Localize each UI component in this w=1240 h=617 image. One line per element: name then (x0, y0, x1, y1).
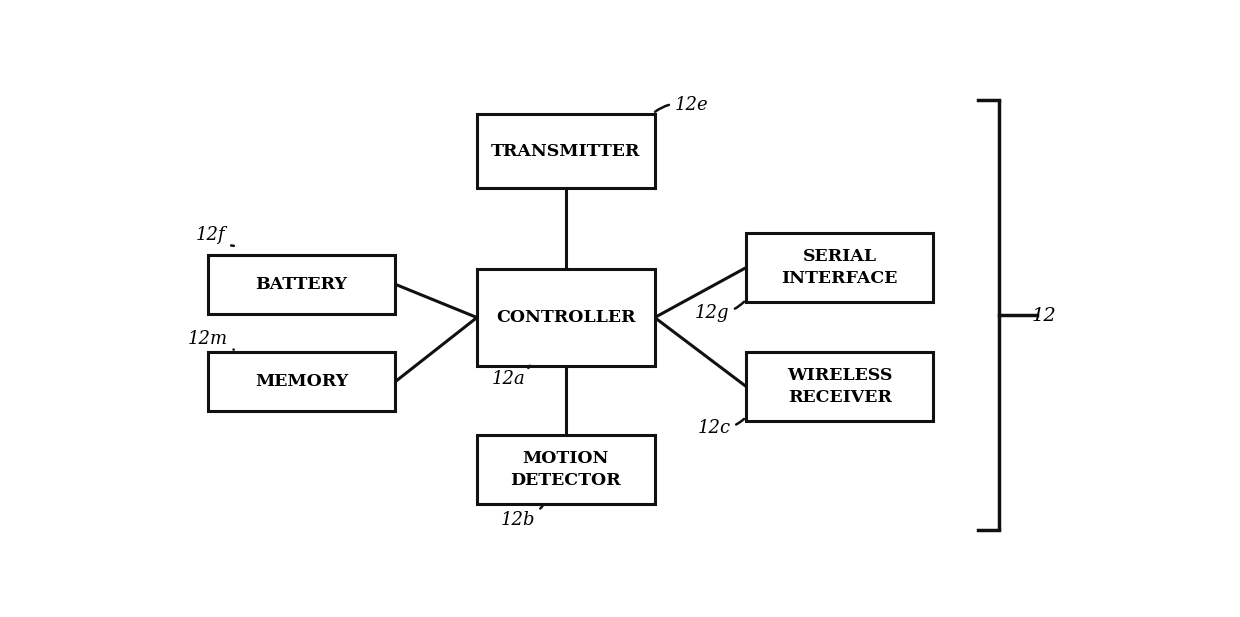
Text: MEMORY: MEMORY (255, 373, 348, 390)
FancyBboxPatch shape (477, 435, 655, 504)
Text: 12b: 12b (501, 506, 542, 529)
Text: 12m: 12m (187, 330, 234, 350)
FancyBboxPatch shape (746, 352, 934, 421)
Text: 12g: 12g (696, 302, 744, 322)
Text: 12f: 12f (196, 226, 234, 246)
FancyBboxPatch shape (208, 255, 396, 314)
Text: BATTERY: BATTERY (255, 276, 347, 293)
Text: CONTROLLER: CONTROLLER (496, 309, 636, 326)
Text: TRANSMITTER: TRANSMITTER (491, 143, 641, 160)
FancyBboxPatch shape (746, 233, 934, 302)
Text: 12: 12 (1032, 307, 1056, 325)
Text: 12e: 12e (655, 96, 708, 114)
Text: SERIAL
INTERFACE: SERIAL INTERFACE (781, 248, 898, 288)
FancyBboxPatch shape (477, 269, 655, 366)
FancyBboxPatch shape (208, 352, 396, 412)
Text: 12c: 12c (698, 419, 744, 437)
FancyBboxPatch shape (477, 114, 655, 188)
Text: WIRELESS
RECEIVER: WIRELESS RECEIVER (787, 367, 893, 406)
Text: 12a: 12a (492, 366, 529, 388)
Text: MOTION
DETECTOR: MOTION DETECTOR (511, 450, 621, 489)
